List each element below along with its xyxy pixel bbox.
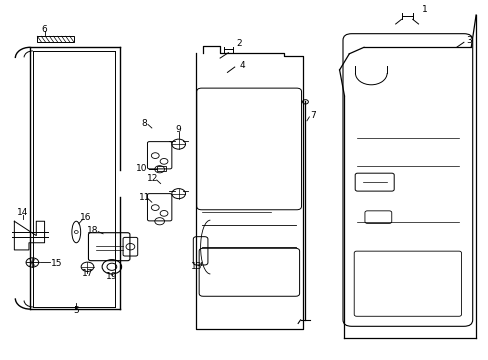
Text: 3: 3 [465, 36, 471, 45]
Text: 1: 1 [421, 5, 427, 14]
Text: 2: 2 [236, 39, 242, 48]
Text: 16: 16 [80, 213, 92, 222]
Text: 4: 4 [239, 61, 244, 70]
Text: 18: 18 [86, 226, 98, 235]
Text: 11: 11 [139, 193, 150, 202]
Bar [157, 166, 166, 171]
Text: 6: 6 [41, 25, 47, 34]
Text: 5: 5 [73, 306, 79, 315]
Text: 17: 17 [81, 269, 93, 278]
Text: 12: 12 [147, 175, 158, 184]
Text: 15: 15 [51, 259, 62, 268]
Bar [37, 36, 74, 42]
Text: 13: 13 [191, 262, 202, 271]
Text: 10: 10 [136, 164, 147, 173]
Text: 19: 19 [106, 272, 118, 281]
Text: 8: 8 [142, 119, 147, 128]
Text: 7: 7 [309, 111, 315, 120]
Text: 14: 14 [17, 208, 28, 217]
Text: 9: 9 [176, 125, 181, 134]
